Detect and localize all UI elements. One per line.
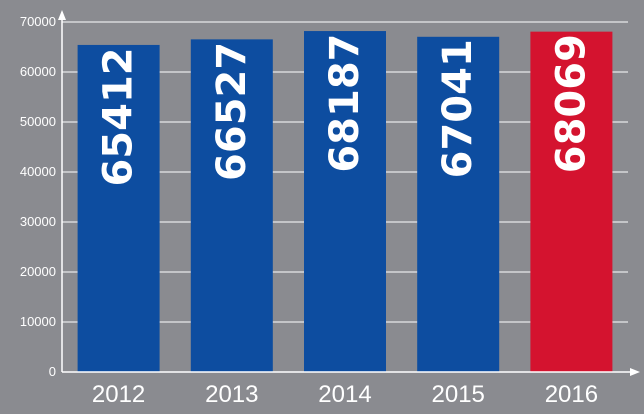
y-tick-label: 30000 [20,214,56,229]
y-tick-label: 50000 [20,114,56,129]
bar-value-label: 68187 [322,33,368,172]
x-axis-ticks: 2012 2013 2014 2015 2016 [92,381,598,408]
x-tick-label: 2012 [92,381,145,408]
bar-2016 [530,31,613,373]
y-tick-label: 10000 [20,314,56,329]
bar-2013 [190,39,273,373]
y-tick-label: 60000 [20,64,56,79]
bar-2015 [417,36,500,373]
x-tick-label: 2013 [205,381,258,408]
y-axis-arrow-icon [58,10,66,20]
x-tick-label: 2014 [318,381,371,408]
y-tick-label: 70000 [20,14,56,29]
y-tick-label: 0 [49,364,56,379]
bar-value-label: 67041 [435,39,481,178]
bar-value-label: 68069 [548,34,594,173]
x-axis-arrow-icon [630,368,640,376]
y-axis-ticks: 0 10000 20000 30000 40000 50000 60000 70000 [20,14,56,379]
x-tick-label: 2016 [545,381,598,408]
axes [58,10,640,376]
y-tick-label: 20000 [20,264,56,279]
bar-2012 [77,44,160,372]
bars [77,31,613,373]
x-tick-label: 2015 [432,381,485,408]
bar-value-label: 65412 [96,47,142,186]
bar-value-labels: 65412 66527 68187 67041 68069 [96,33,595,186]
bar-2014 [304,31,386,372]
bar-value-label: 66527 [209,42,255,181]
y-tick-label: 40000 [20,164,56,179]
